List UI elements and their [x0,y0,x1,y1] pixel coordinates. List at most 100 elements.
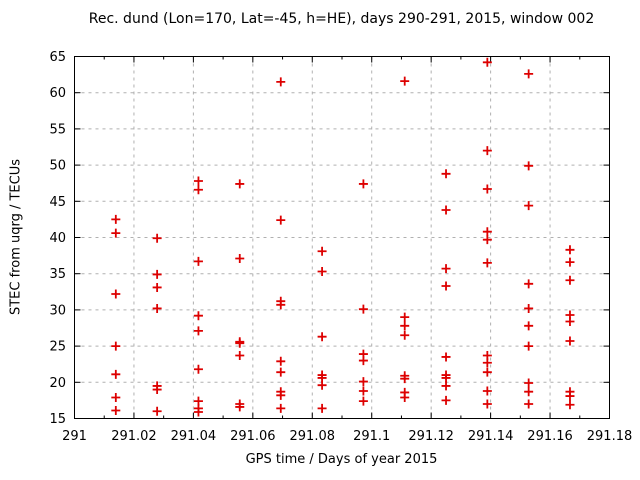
data-point-marker [441,373,451,383]
data-point-marker [482,386,492,396]
data-point-marker [276,300,286,310]
y-tick-label: 60 [49,86,66,101]
data-point-marker [482,358,492,368]
y-tick-label: 40 [49,231,66,246]
data-point-marker [524,387,534,397]
data-point-marker [235,351,245,361]
data-points [111,57,575,417]
data-point-marker [193,176,203,186]
data-point-marker [482,258,492,268]
data-point-marker [441,169,451,179]
data-point-marker [193,256,203,266]
data-point-marker [358,377,368,387]
data-point-marker [152,269,162,279]
data-point-marker [276,356,286,366]
x-tick-labels: 291 291.02 291.04 291.06 291.08 291.1 291.12 29… [62,429,632,444]
data-point-marker [358,386,368,396]
data-point-marker [276,403,286,413]
data-point-marker [276,367,286,377]
x-tick-label: 291.06 [230,429,276,444]
x-tick-label: 291.18 [587,429,633,444]
data-point-marker [111,369,121,379]
y-tick-label: 35 [49,267,66,282]
data-point-marker [111,393,121,403]
data-point-marker [193,311,203,321]
data-point-marker [565,257,575,267]
data-point-marker [235,179,245,189]
data-point-marker [524,201,534,211]
data-point-marker [482,146,492,156]
data-point-marker [152,282,162,292]
x-tick-label: 291.12 [408,429,454,444]
data-point-marker [235,402,245,412]
data-point-marker [358,179,368,189]
data-point-marker [152,406,162,416]
data-point-marker [482,184,492,194]
x-tick-label: 291 [62,429,87,444]
data-point-marker [152,233,162,243]
data-point-marker [524,321,534,331]
chart-title: Rec. dund (Lon=170, Lat=-45, h=HE), days… [88,11,595,27]
data-point-marker [565,275,575,285]
data-point-marker [565,316,575,326]
data-point-marker [317,332,327,342]
data-point-marker [441,352,451,362]
data-point-marker [317,267,327,277]
data-point-marker [358,304,368,314]
data-point-marker [193,364,203,374]
data-point-marker [235,253,245,263]
data-point-marker [482,399,492,409]
x-tick-label: 291.08 [290,429,336,444]
data-point-marker [400,374,410,384]
data-point-marker [193,326,203,336]
data-point-marker [276,390,286,400]
data-point-marker [482,235,492,245]
data-point-marker [482,227,492,237]
data-point-marker [193,185,203,195]
data-point-marker [524,279,534,289]
data-point-marker [441,381,451,391]
data-point-marker [193,407,203,417]
data-point-marker [111,214,121,224]
y-tick-label: 30 [49,303,66,318]
y-tick-label: 20 [49,376,66,391]
data-point-marker [441,281,451,291]
data-point-marker [358,396,368,406]
data-point-marker [111,228,121,238]
data-point-marker [441,395,451,405]
y-tick-label: 55 [49,122,66,137]
data-point-marker [111,289,121,299]
y-tick-label: 25 [49,340,66,355]
data-point-marker [111,341,121,351]
y-tick-label: 65 [49,50,66,65]
data-point-marker [441,205,451,215]
data-point-marker [400,393,410,403]
data-point-marker [400,330,410,340]
x-tick-label: 291.14 [468,429,514,444]
x-tick-label: 291.1 [353,429,390,444]
y-tick-label: 50 [49,159,66,174]
data-point-marker [565,391,575,401]
data-point-marker [565,245,575,255]
data-point-marker [524,399,534,409]
data-point-marker [235,338,245,348]
x-tick-label: 291.04 [171,429,217,444]
data-point-marker [482,367,492,377]
data-point-marker [276,77,286,87]
y-tick-label: 45 [49,195,66,210]
data-point-marker [524,69,534,79]
data-point-marker [152,385,162,395]
data-point-marker [565,400,575,410]
data-point-marker [524,378,534,388]
data-point-marker [565,336,575,346]
y-tick-label: 15 [49,412,66,427]
x-tick-label: 291.16 [527,429,573,444]
tick-marks [74,56,610,419]
x-tick-label: 291.02 [111,429,157,444]
data-point-marker [317,380,327,390]
data-point-marker [111,406,121,416]
data-point-marker [152,303,162,313]
data-point-marker [276,215,286,225]
